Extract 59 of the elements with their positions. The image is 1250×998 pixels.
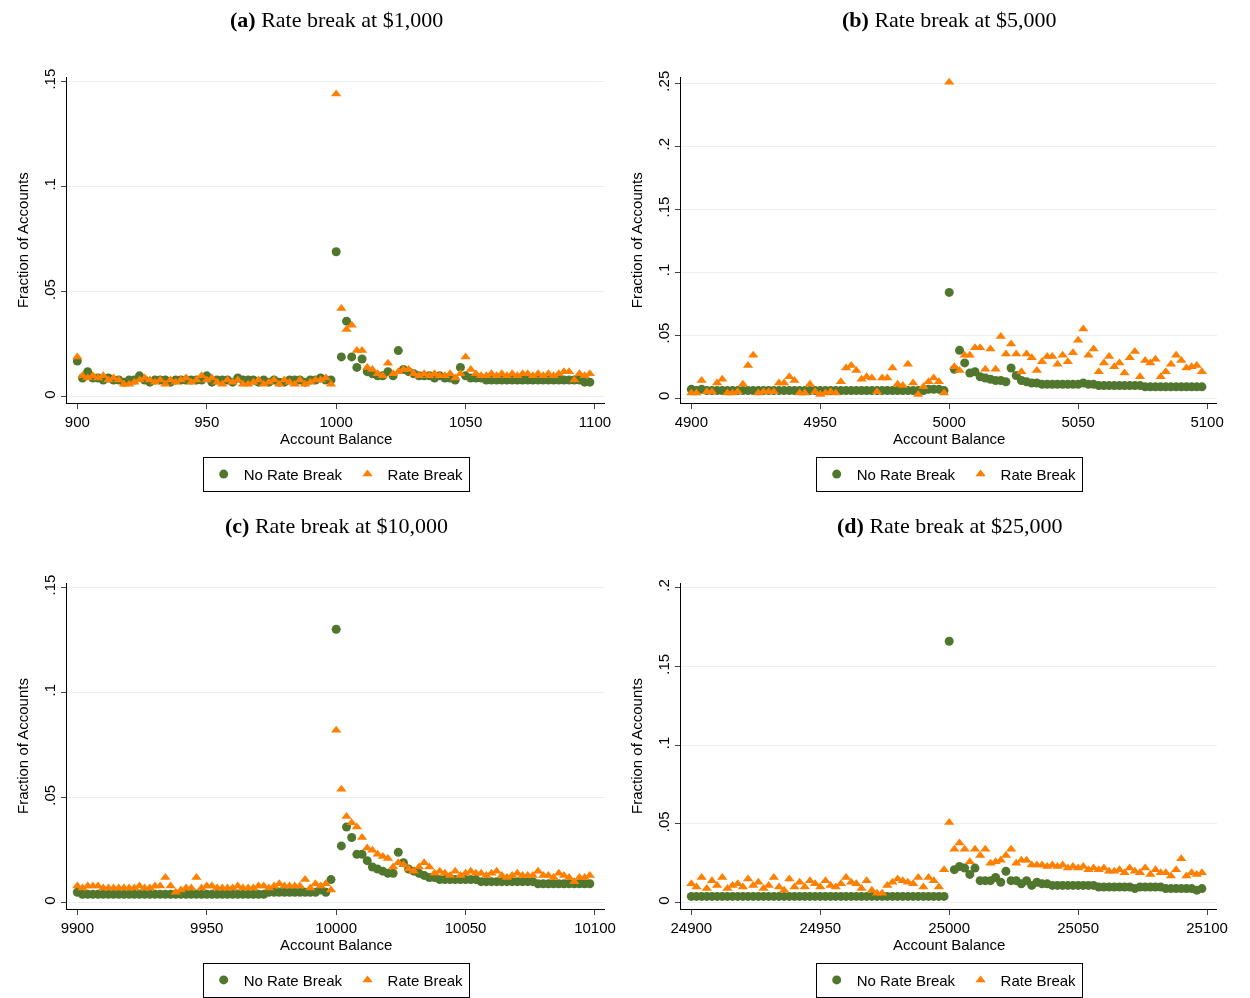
y-tick-label: .1	[655, 736, 672, 750]
y-tick-label: .15	[655, 196, 672, 218]
y-tick-label: 0	[655, 896, 672, 905]
y-tick-label: .15	[41, 574, 58, 596]
legend-label: Rate Break	[387, 971, 464, 989]
x-tick-label: 24950	[799, 919, 842, 937]
y-tick-label: 0	[41, 896, 58, 905]
y-axis-title: Fraction of Accounts	[14, 172, 32, 309]
y-tick-label: .2	[655, 137, 672, 151]
x-tick-label: 25050	[1057, 919, 1099, 937]
y-tick-label: .25	[655, 70, 672, 92]
y-tick-label: .2	[655, 579, 672, 592]
chart-title: (b) Rate break at $5,000	[842, 7, 1057, 32]
y-tick-label: .1	[41, 683, 58, 697]
legend-label: No Rate Break	[243, 465, 343, 483]
y-tick-label: .05	[655, 322, 672, 344]
x-tick-label: 10100	[574, 919, 616, 937]
x-axis-title: Account Balance	[279, 936, 393, 954]
y-axis-title: Fraction of Accounts	[628, 678, 646, 814]
legend-label: No Rate Break	[856, 971, 956, 989]
legend-label: No Rate Break	[856, 465, 956, 483]
x-tick-label: 4900	[674, 413, 708, 431]
chart-title: (a) Rate break at $1,000	[230, 7, 444, 32]
y-tick-label: .15	[655, 653, 672, 675]
chart-title: (d) Rate break at $25,000	[837, 513, 1063, 538]
x-tick-label: 25100	[1186, 919, 1228, 937]
x-tick-label: 4950	[803, 413, 837, 431]
x-tick-label: 950	[194, 413, 220, 431]
x-tick-label: 25000	[928, 919, 971, 937]
y-tick-label: .05	[41, 279, 58, 300]
y-tick-label: .1	[655, 263, 672, 277]
y-tick-label: .05	[655, 811, 672, 833]
y-tick-label: .15	[41, 68, 58, 90]
x-tick-label: 10000	[315, 919, 358, 937]
y-tick-label: 0	[655, 391, 672, 401]
legend-label: Rate Break	[387, 465, 464, 483]
x-tick-label: 5100	[1190, 413, 1224, 431]
legend-label: Rate Break	[1000, 971, 1077, 989]
x-axis-title: Account Balance	[892, 430, 1006, 448]
x-tick-label: 10050	[444, 919, 487, 937]
legend-label: Rate Break	[1000, 465, 1077, 483]
x-tick-label: 5050	[1061, 413, 1095, 431]
x-tick-label: 1000	[319, 413, 353, 431]
y-axis-title: Fraction of Accounts	[14, 678, 32, 814]
x-axis-title: Account Balance	[892, 936, 1006, 954]
x-tick-label: 1100	[578, 413, 612, 431]
x-axis-title: Account Balance	[279, 430, 393, 448]
x-tick-label: 24900	[670, 919, 713, 937]
chart-title: (c) Rate break at $10,000	[225, 513, 448, 538]
legend-label: No Rate Break	[243, 971, 343, 989]
y-axis-title: Fraction of Accounts	[628, 172, 646, 309]
y-tick-label: .05	[41, 784, 58, 806]
x-tick-label: 9900	[60, 919, 95, 937]
x-tick-label: 1050	[448, 413, 483, 431]
x-tick-label: 900	[64, 413, 90, 431]
x-tick-label: 5000	[932, 413, 966, 431]
y-tick-label: .1	[41, 178, 58, 191]
x-tick-label: 9950	[190, 919, 224, 937]
y-tick-label: 0	[41, 390, 58, 399]
